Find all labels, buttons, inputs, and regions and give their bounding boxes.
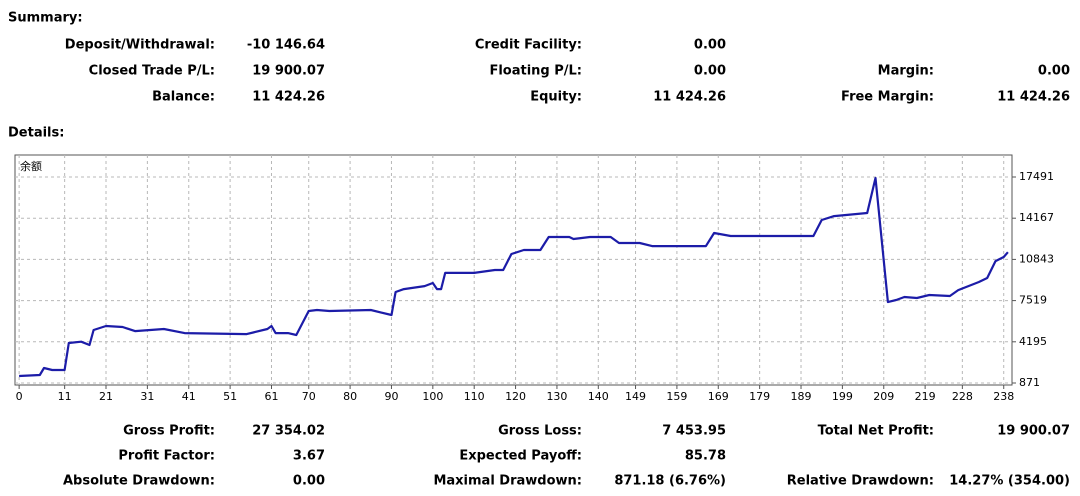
field-label: Profit Factor: (118, 449, 215, 464)
x-tick-label: 238 (993, 390, 1014, 403)
x-tick-label: 199 (832, 390, 853, 403)
field-label: Total Net Profit: (818, 424, 934, 439)
field-label: Free Margin: (841, 90, 934, 105)
field-value: -10 146.64 (247, 38, 325, 53)
field-value: 11 424.26 (252, 90, 325, 105)
field-value: 3.67 (293, 449, 325, 464)
field-label: Margin: (878, 64, 934, 79)
field-value: 19 900.07 (997, 424, 1070, 439)
x-tick-label: 159 (666, 390, 687, 403)
x-tick-label: 169 (708, 390, 729, 403)
y-tick-label: 17491 (1019, 170, 1054, 183)
field-label: Credit Facility: (475, 38, 582, 53)
summary-title: Summary: (8, 11, 83, 26)
y-tick-label: 4195 (1019, 335, 1047, 348)
x-tick-label: 130 (546, 390, 567, 403)
x-tick-label: 51 (223, 390, 237, 403)
field-label: Equity: (530, 90, 582, 105)
x-tick-label: 11 (58, 390, 72, 403)
x-tick-label: 179 (749, 390, 770, 403)
balance-line (19, 176, 1009, 378)
field-value: 11 424.26 (997, 90, 1070, 105)
x-tick-label: 120 (505, 390, 526, 403)
x-tick-label: 21 (99, 390, 113, 403)
y-tick-label: 14167 (1019, 211, 1054, 224)
x-tick-label: 219 (915, 390, 936, 403)
x-tick-label: 100 (422, 390, 443, 403)
field-label: Deposit/Withdrawal: (65, 38, 215, 53)
x-tick-label: 70 (302, 390, 316, 403)
details-title: Details: (8, 126, 64, 141)
field-value: 7 453.95 (662, 424, 726, 439)
field-label: Gross Loss: (498, 424, 582, 439)
field-value: 27 354.02 (252, 424, 325, 439)
y-tick-label: 10843 (1019, 252, 1054, 265)
x-tick-label: 31 (140, 390, 154, 403)
x-tick-label: 41 (182, 390, 196, 403)
field-label: Relative Drawdown: (787, 474, 934, 489)
field-value: 11 424.26 (653, 90, 726, 105)
field-label: Absolute Drawdown: (63, 474, 215, 489)
x-tick-label: 61 (264, 390, 278, 403)
plot-frame (14, 154, 1013, 386)
x-tick-label: 209 (873, 390, 894, 403)
field-value: 0.00 (694, 38, 726, 53)
x-tick-label: 189 (791, 390, 812, 403)
y-tick-label: 871 (1019, 376, 1040, 389)
x-tick-label: 90 (384, 390, 398, 403)
x-tick-label: 80 (343, 390, 357, 403)
field-label: Balance: (152, 90, 215, 105)
series-label: 余额 (20, 159, 42, 173)
field-value: 871.18 (6.76%) (614, 474, 726, 489)
x-tick-label: 228 (952, 390, 973, 403)
x-tick-label: 110 (464, 390, 485, 403)
field-value: 14.27% (354.00) (949, 474, 1070, 489)
field-label: Floating P/L: (489, 64, 582, 79)
field-label: Closed Trade P/L: (89, 64, 215, 79)
y-tick-label: 7519 (1019, 294, 1047, 307)
field-label: Gross Profit: (123, 424, 215, 439)
field-value: 0.00 (694, 64, 726, 79)
field-value: 0.00 (1038, 64, 1070, 79)
field-label: Expected Payoff: (459, 449, 582, 464)
x-tick-label: 0 (16, 390, 23, 403)
field-value: 19 900.07 (252, 64, 325, 79)
x-tick-label: 140 (588, 390, 609, 403)
field-value: 85.78 (685, 449, 726, 464)
field-label: Maximal Drawdown: (433, 474, 582, 489)
x-tick-label: 149 (625, 390, 646, 403)
field-value: 0.00 (293, 474, 325, 489)
